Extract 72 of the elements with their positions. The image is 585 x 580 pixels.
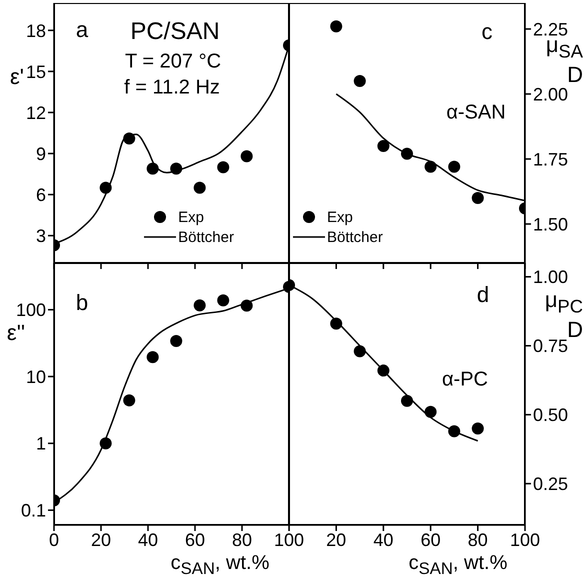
y-axis-title: ε'': [6, 320, 26, 345]
point: [448, 425, 460, 438]
point: [330, 20, 342, 32]
y-tick-label: 3: [36, 226, 46, 246]
x-tick-label: 60: [184, 530, 206, 550]
point: [424, 406, 437, 418]
point: [354, 75, 366, 87]
x-tick-label: 40: [138, 530, 158, 550]
x-tick-label: 80: [232, 530, 252, 550]
point: [448, 160, 460, 173]
x-tick-label: 20: [90, 530, 112, 550]
point: [217, 161, 230, 174]
y-tick-label: 100: [16, 300, 46, 320]
y2-tick-label: 0.25: [533, 474, 568, 494]
x-tick-label: 80: [468, 530, 488, 550]
x-tick-label: 0: [48, 530, 60, 550]
point: [217, 294, 230, 306]
point: [240, 150, 253, 162]
y-tick-label: 15: [26, 62, 46, 82]
annotation: c: [482, 19, 492, 45]
y-tick-label: 0.1: [20, 500, 46, 521]
point: [123, 132, 136, 144]
point: [377, 140, 390, 152]
point: [472, 422, 484, 434]
legend-label: Exp: [178, 208, 204, 226]
x-tick-label: 100: [274, 530, 304, 550]
y2-tick-label: 0.50: [533, 405, 568, 426]
annotation: b: [76, 290, 88, 316]
x-axis-title: c$_{SAN}$, wt.%: [170, 552, 270, 579]
point: [401, 148, 413, 160]
y2-tick-label: 2.00: [533, 84, 568, 104]
y2-tick-label: 1.75: [533, 149, 568, 170]
y-tick-label: 1: [36, 434, 46, 454]
point: [170, 335, 182, 348]
point: [100, 182, 112, 194]
annotation: f = 11.2 Hz: [124, 76, 220, 100]
x-tick-label: 20: [326, 530, 346, 550]
point: [170, 162, 182, 175]
point: [194, 182, 206, 194]
point: [330, 318, 342, 330]
point: [424, 160, 437, 173]
annotation: α-PC: [442, 368, 488, 392]
x-tick-label: 60: [420, 530, 441, 550]
y-axis-title: ε': [10, 64, 24, 89]
point: [123, 394, 136, 406]
y-tick-label: 12: [26, 102, 46, 123]
y2-tick-label: 1.00: [533, 267, 568, 288]
point: [401, 394, 413, 407]
x-axis-title: c$_{SAN}$, wt.%: [408, 552, 508, 579]
point: [100, 437, 112, 450]
point: [377, 364, 390, 377]
legend-label: Böttcher: [178, 228, 234, 246]
annotation: α-SAN: [446, 102, 506, 124]
y-tick-label: 18: [26, 20, 46, 41]
y-tick-label: 10: [26, 366, 46, 387]
annotation: a: [76, 17, 88, 43]
y-tick-label: 9: [36, 144, 46, 164]
point: [146, 351, 159, 364]
annotation: PC/SAN: [130, 18, 220, 46]
point: [354, 345, 366, 358]
point: [194, 299, 206, 312]
point: [472, 192, 484, 204]
legend-label: Exp: [327, 208, 353, 226]
annotation: d: [476, 282, 490, 308]
point: [146, 162, 159, 175]
y-tick-label: 6: [36, 184, 46, 205]
y2-tick-label: 1.50: [533, 214, 568, 234]
point: [240, 300, 253, 312]
legend-label: Böttcher: [327, 228, 383, 246]
x-tick-label: 100: [510, 530, 540, 550]
annotation: T = 207 °C: [124, 50, 222, 74]
x-tick-label: 40: [373, 530, 394, 550]
